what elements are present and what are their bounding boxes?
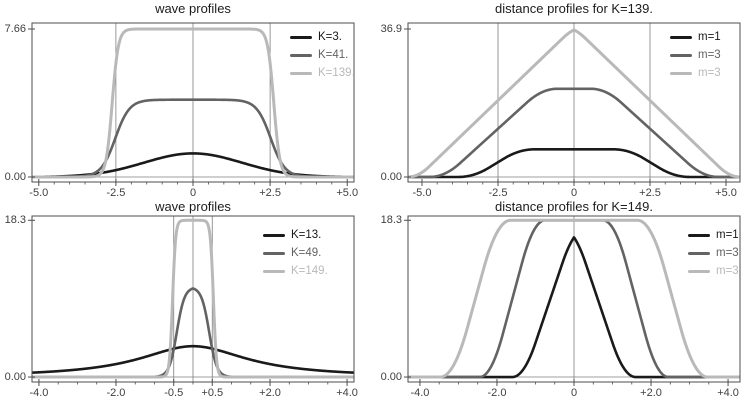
y-tick-label: 0.00 xyxy=(5,371,26,383)
plot-canvas: -4.0 -2.0 -0.5 +0.5 +2.0 +4.0 0.00 18.3 xyxy=(5,214,358,399)
x-tick-label: -4.0 xyxy=(29,387,48,399)
plot-canvas: -5.0 -2.5 0 +2.5 +5.0 0.00 36.9 xyxy=(381,22,741,199)
x-tick-label: +0.5 xyxy=(201,387,223,399)
x-tick-label: +4.0 xyxy=(717,387,739,399)
plot-title: wave profiles xyxy=(155,199,231,214)
x-tick-label: -2.0 xyxy=(487,387,506,399)
y-tick-label: 36.9 xyxy=(381,23,402,35)
series-curve-m-3 xyxy=(408,218,740,379)
y-tick-label: 18.3 xyxy=(381,214,402,226)
plot-canvas: -5.0 -2.5 0 +2.5 +5.0 0.00 7.66 xyxy=(5,22,358,199)
plot-title: wave profiles xyxy=(155,1,231,16)
x-tick-label: -5.0 xyxy=(29,187,48,199)
plot-title: distance profiles for K=149. xyxy=(495,199,653,214)
subplot-wave-profiles-top-left: wave profiles -5.0 -2.5 0 +2.5 +5.0 0.00 7.66 … xyxy=(0,0,376,200)
subplot-distance-profiles-top-right: distance profiles for K=139. -5.0 -2.5 0 +2… xyxy=(376,0,752,200)
y-tick-label: 0.00 xyxy=(5,171,26,183)
x-tick-label: -0.5 xyxy=(164,387,183,399)
series-curve-k-149- xyxy=(32,218,354,379)
subplot-distance-profiles-bottom-right: distance profiles for K=149. -4.0 -2.0 0 +2… xyxy=(376,200,752,401)
x-tick-label: -4.0 xyxy=(410,387,429,399)
series-curve-m-1 xyxy=(408,148,740,179)
x-tick-label: -5.0 xyxy=(413,187,432,199)
series-curve-k-139- xyxy=(32,27,354,179)
x-tick-label: +2.0 xyxy=(640,387,662,399)
series-curve-k-13- xyxy=(32,344,354,374)
x-tick-label: 0 xyxy=(571,387,577,399)
x-tick-label: 0 xyxy=(571,187,577,199)
x-tick-label: -2.5 xyxy=(489,187,508,199)
x-tick-label: -2.5 xyxy=(106,187,125,199)
plot-canvas: -4.0 -2.0 0 +2.0 +4.0 0.00 18.3 xyxy=(381,214,741,399)
series-curve-m-3 xyxy=(408,28,740,179)
x-tick-label: -2.0 xyxy=(106,387,125,399)
x-tick-label: 0 xyxy=(190,187,196,199)
x-tick-label: +2.5 xyxy=(259,187,281,199)
y-tick-label: 18.3 xyxy=(5,214,26,226)
plot-title: distance profiles for K=139. xyxy=(495,1,653,16)
y-tick-label: 0.00 xyxy=(381,171,402,183)
y-tick-label: 7.66 xyxy=(5,23,26,35)
x-tick-label: +5.0 xyxy=(715,187,737,199)
x-tick-label: +2.0 xyxy=(259,387,281,399)
x-tick-label: +2.5 xyxy=(639,187,661,199)
subplot-wave-profiles-bottom-left: wave profiles -4.0 -2.0 -0.5 +0.5 +2.0 +4.0 0.… xyxy=(0,200,376,401)
x-tick-label: +4.0 xyxy=(336,387,358,399)
y-tick-label: 0.00 xyxy=(381,371,402,383)
series-curve-m-3 xyxy=(408,87,740,179)
x-tick-label: +5.0 xyxy=(336,187,358,199)
